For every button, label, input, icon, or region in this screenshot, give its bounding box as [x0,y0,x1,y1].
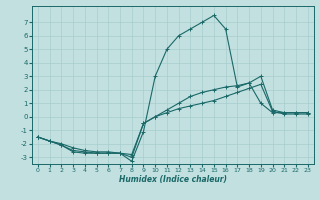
X-axis label: Humidex (Indice chaleur): Humidex (Indice chaleur) [119,175,227,184]
